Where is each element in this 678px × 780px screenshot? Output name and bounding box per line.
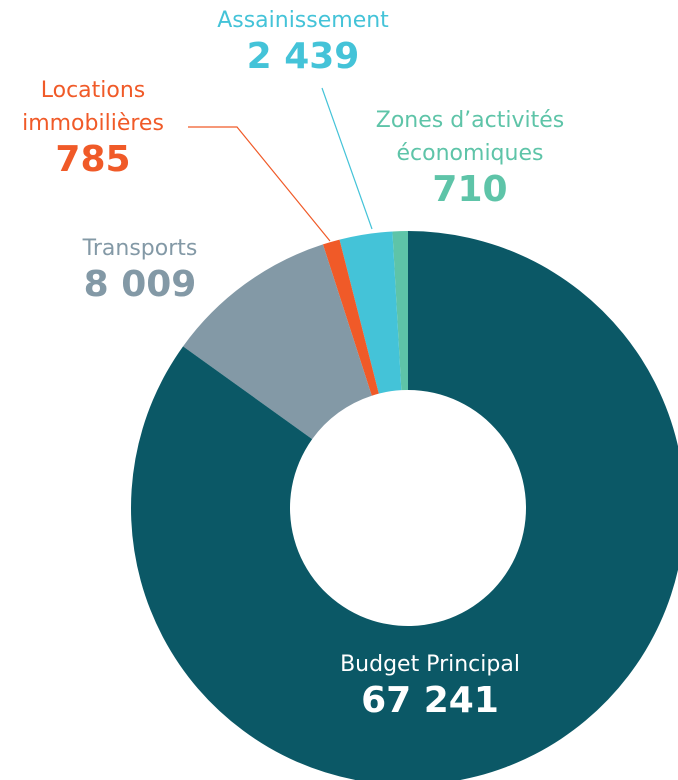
- category-name: Transports: [82, 236, 198, 261]
- donut-segment: [392, 231, 408, 391]
- segment-label: Budget Principal 67 241: [300, 648, 560, 721]
- segment-label: Transports 8 009: [40, 232, 240, 305]
- value-label: 2 439: [246, 36, 360, 77]
- category-name: Budget Principal: [340, 652, 520, 677]
- segment-label: Assainissement 2 439: [183, 4, 423, 77]
- category-name: Locations immobilières: [22, 78, 164, 136]
- donut-segment: [131, 231, 678, 780]
- value-label: 67 241: [361, 680, 499, 721]
- leader-line: [188, 126, 331, 242]
- segment-label: Zones d’activités économiques 710: [350, 104, 590, 210]
- segment-label: Locations immobilières 785: [8, 74, 178, 180]
- category-name: Assainissement: [217, 8, 389, 33]
- value-label: 8 009: [83, 264, 197, 305]
- donut-segment: [183, 244, 372, 440]
- value-label: 785: [55, 139, 131, 180]
- value-label: 710: [432, 169, 508, 210]
- category-name: Zones d’activités économiques: [375, 108, 565, 166]
- donut-segment: [339, 231, 402, 394]
- donut-segment: [322, 239, 379, 396]
- leader-line: [321, 87, 373, 230]
